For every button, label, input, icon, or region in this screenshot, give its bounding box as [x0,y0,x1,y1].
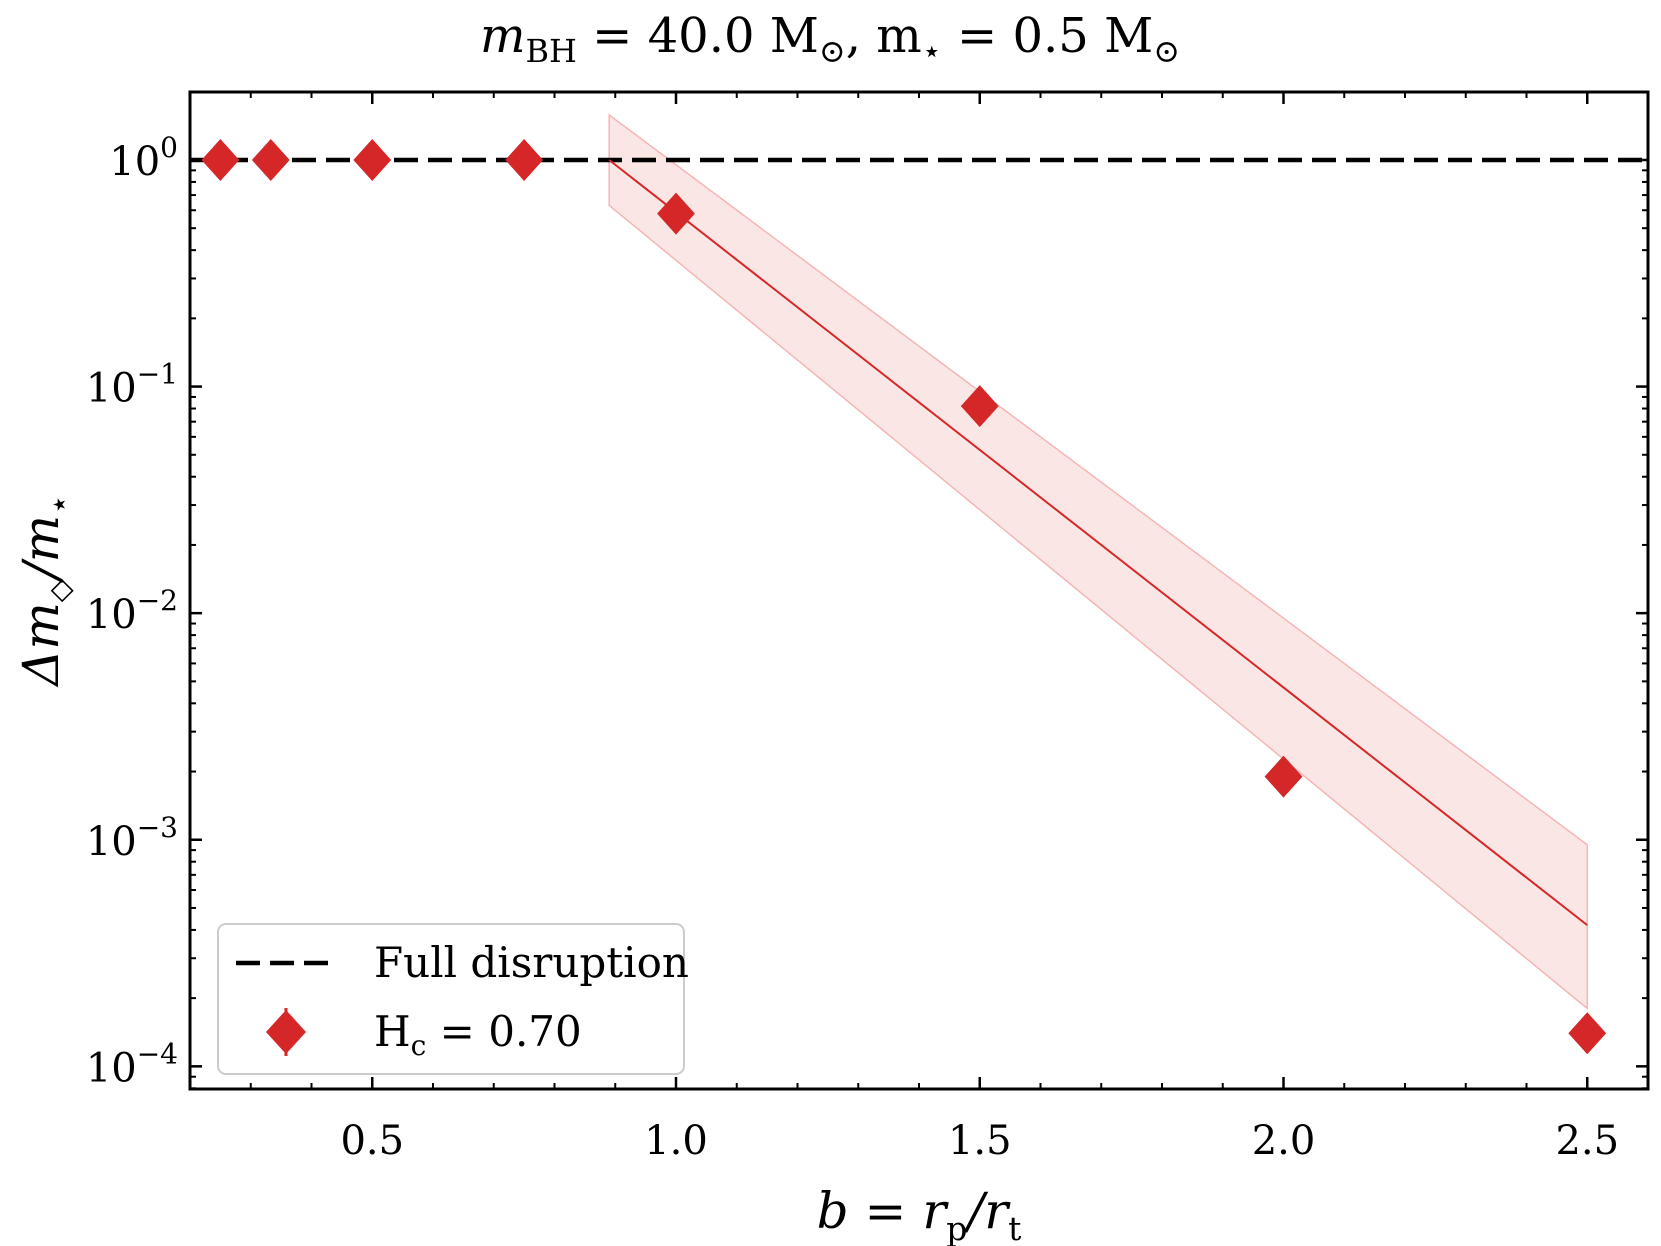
y-tick-label: 10−2 [86,584,178,638]
y-tick-label: 10−1 [86,358,178,412]
y-axis-label: Δm◇/m⋆ [12,494,78,688]
data-point-marker [1568,1012,1607,1055]
x-tick-label: 0.5 [340,1118,404,1164]
y-tick-label: 100 [109,131,178,185]
data-point-marker [657,192,695,235]
legend-full-disruption-label: Full disruption [374,938,689,987]
x-axis-label: b = rp/rt [817,1182,1022,1246]
y-tick-label: 10−4 [86,1037,178,1091]
x-tick-label: 1.5 [948,1118,1012,1164]
fit-uncertainty-band [608,113,1588,1011]
x-tick-label: 2.0 [1252,1118,1316,1164]
x-tick-label: 1.0 [644,1118,708,1164]
data-point-marker [251,138,290,181]
data-point-marker [960,385,999,428]
data-point-marker [505,138,544,181]
x-ticks: 0.5 1.0 1.5 2.0 2.5 [189,92,1649,1164]
plot-area [190,113,1648,1055]
legend-hc-label: Hc = 0.70 [374,1007,582,1062]
y-tick-label: 10−3 [86,811,178,865]
y-ticks: 100 10−1 10−2 10−3 10−4 [86,131,1648,1091]
legend-frame [217,923,685,1075]
data-point-marker [201,138,240,181]
chart-title: mBH = 40.0 M⊙, m⋆ = 0.5 M⊙ [480,8,1180,70]
data-markers [201,138,1607,1055]
legend-hc-diamond-swatch [266,1010,306,1054]
x-tick-label: 2.5 [1555,1118,1619,1164]
data-point-marker [1264,755,1303,798]
legend: Full disruption Hc = 0.70 [217,923,689,1075]
data-point-marker [353,138,392,181]
fit-line [608,159,1588,926]
